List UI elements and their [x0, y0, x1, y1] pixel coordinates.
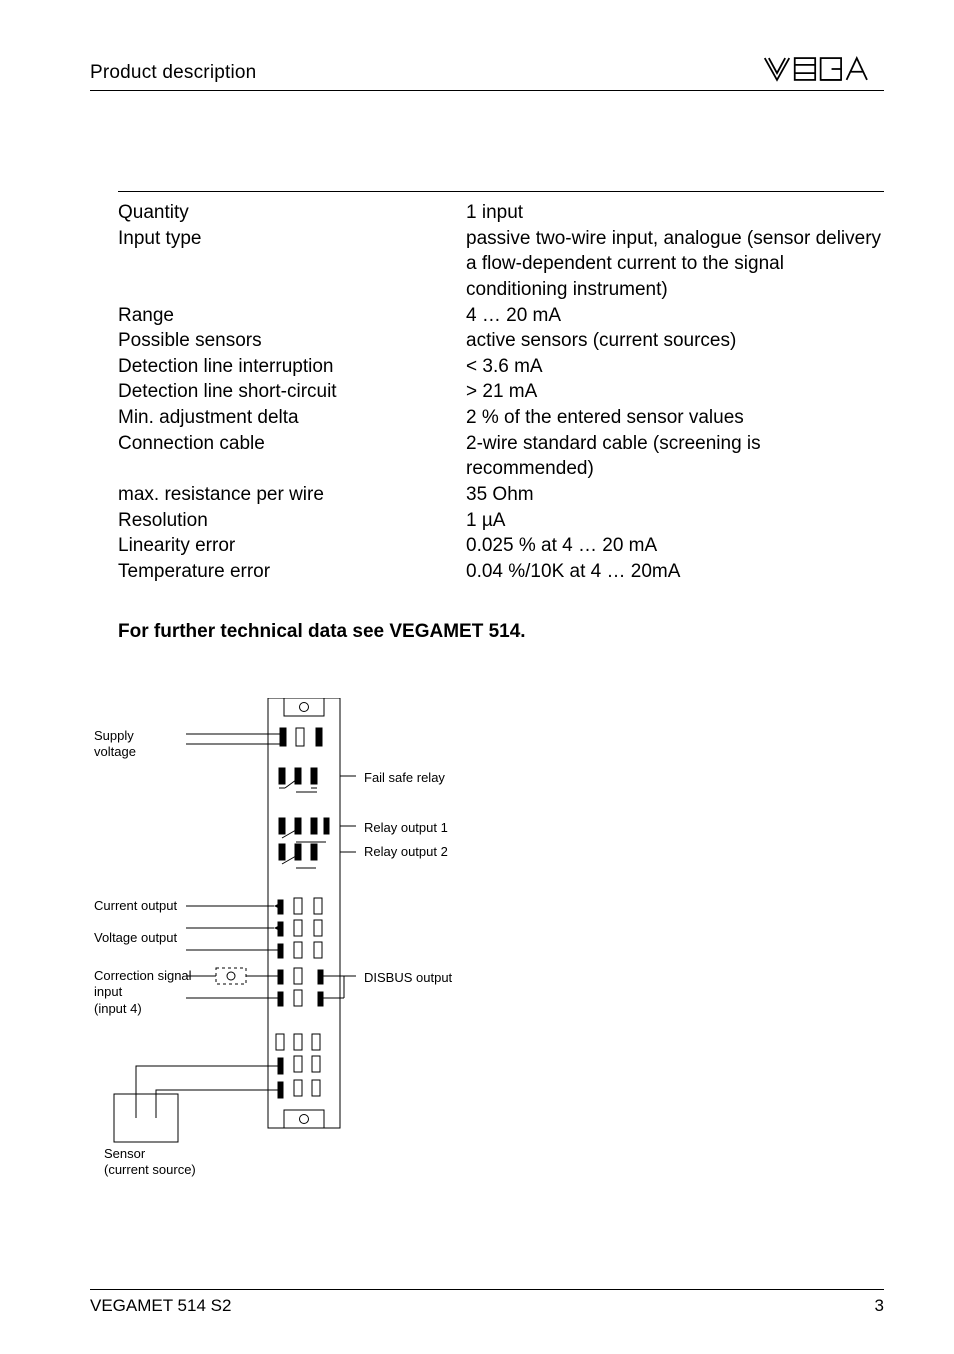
spec-value: 0.025 % at 4 … 20 mA [466, 533, 884, 559]
spec-value: 1 µA [466, 508, 884, 534]
spec-table: Quantity1 input Input typepassive two-wi… [118, 191, 884, 585]
technical-note: For further technical data see VEGAMET 5… [118, 621, 884, 643]
spec-value: > 21 mA [466, 379, 884, 405]
spec-label: Detection line short-circuit [118, 379, 466, 405]
spec-label: Range [118, 303, 466, 329]
spec-value: 4 … 20 mA [466, 303, 884, 329]
spec-value: 2-wire standard cable (screening is reco… [466, 431, 884, 482]
label-voltage-out: Voltage output [94, 930, 177, 946]
spec-value: 35 Ohm [466, 482, 884, 508]
wiring-diagram: Supply voltage Fail safe relay Relay out… [96, 698, 526, 1188]
spec-label: Possible sensors [118, 328, 466, 354]
label-relay1: Relay output 1 [364, 820, 448, 836]
spec-value: active sensors (current sources) [466, 328, 884, 354]
spec-label: max. resistance per wire [118, 482, 466, 508]
label-disbus: DISBUS output [364, 970, 452, 986]
spec-value: < 3.6 mA [466, 354, 884, 380]
vega-logo [760, 54, 884, 84]
header-title: Product description [90, 62, 256, 84]
label-correction: Correction signal input (input 4) [94, 968, 192, 1017]
spec-value: passive two-wire input, analogue (sensor… [466, 226, 884, 303]
label-fail-safe: Fail safe relay [364, 770, 445, 786]
label-relay2: Relay output 2 [364, 844, 448, 860]
spec-value: 1 input [466, 200, 884, 226]
label-supply: Supply voltage [94, 728, 136, 761]
spec-label: Quantity [118, 200, 466, 226]
label-sensor: Sensor [104, 1146, 145, 1162]
footer-page: 3 [875, 1296, 884, 1316]
footer-left: VEGAMET 514 S2 [90, 1296, 231, 1316]
label-sensor-sub: (current source) [104, 1162, 196, 1178]
spec-value: 0.04 %/10K at 4 … 20mA [466, 559, 884, 585]
spec-label: Min. adjustment delta [118, 405, 466, 431]
spec-label: Temperature error [118, 559, 466, 585]
label-current-out: Current output [94, 898, 177, 914]
spec-value: 2 % of the entered sensor values [466, 405, 884, 431]
spec-label: Input type [118, 226, 466, 303]
spec-label: Linearity error [118, 533, 466, 559]
spec-label: Connection cable [118, 431, 466, 482]
spec-label: Detection line interruption [118, 354, 466, 380]
spec-label: Resolution [118, 508, 466, 534]
